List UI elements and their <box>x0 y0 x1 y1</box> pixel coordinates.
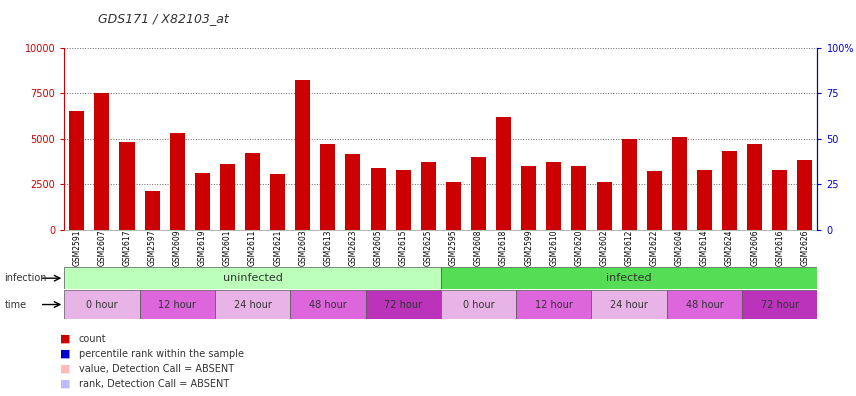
Bar <box>120 142 134 230</box>
Bar <box>496 117 511 230</box>
Bar <box>346 154 360 230</box>
Text: time: time <box>4 299 27 310</box>
Bar <box>572 166 586 230</box>
Bar <box>441 290 516 319</box>
Bar <box>591 290 667 319</box>
Bar <box>366 290 441 319</box>
Bar <box>672 137 687 230</box>
Text: 12 hour: 12 hour <box>535 299 573 310</box>
Bar <box>290 290 366 319</box>
Bar <box>140 290 215 319</box>
Bar <box>722 151 737 230</box>
Text: 0 hour: 0 hour <box>463 299 494 310</box>
Text: percentile rank within the sample: percentile rank within the sample <box>79 348 244 359</box>
Text: count: count <box>79 333 106 344</box>
Bar <box>69 111 84 230</box>
Bar <box>371 168 385 230</box>
Text: ■: ■ <box>60 379 70 389</box>
Bar <box>621 139 637 230</box>
Bar <box>747 144 762 230</box>
Bar <box>169 133 185 230</box>
Text: 0 hour: 0 hour <box>86 299 117 310</box>
Text: infection: infection <box>4 273 47 283</box>
Text: ■: ■ <box>60 364 70 374</box>
Bar <box>94 93 110 230</box>
Text: 72 hour: 72 hour <box>384 299 422 310</box>
Bar <box>270 174 285 230</box>
Bar <box>421 162 436 230</box>
Bar <box>441 267 817 289</box>
Bar <box>295 80 310 230</box>
Bar <box>647 171 662 230</box>
Text: infected: infected <box>606 273 652 283</box>
Text: value, Detection Call = ABSENT: value, Detection Call = ABSENT <box>79 364 234 374</box>
Text: GDS171 / X82103_at: GDS171 / X82103_at <box>98 12 229 25</box>
Text: ■: ■ <box>60 348 70 359</box>
Bar <box>742 290 817 319</box>
Text: 48 hour: 48 hour <box>309 299 347 310</box>
Text: 24 hour: 24 hour <box>234 299 271 310</box>
Bar <box>245 153 260 230</box>
Bar <box>64 267 441 289</box>
Bar <box>471 157 486 230</box>
Bar <box>516 290 591 319</box>
Bar <box>772 170 788 230</box>
Bar <box>697 169 712 230</box>
Text: 12 hour: 12 hour <box>158 299 196 310</box>
Bar <box>320 144 336 230</box>
Text: 48 hour: 48 hour <box>686 299 723 310</box>
Text: uninfected: uninfected <box>223 273 282 283</box>
Bar <box>215 290 290 319</box>
Bar <box>521 166 536 230</box>
Bar <box>195 173 210 230</box>
Text: rank, Detection Call = ABSENT: rank, Detection Call = ABSENT <box>79 379 229 389</box>
Bar <box>667 290 742 319</box>
Text: ■: ■ <box>60 333 70 344</box>
Bar <box>145 191 159 230</box>
Bar <box>64 290 140 319</box>
Bar <box>395 170 411 230</box>
Bar <box>546 162 562 230</box>
Bar <box>798 160 812 230</box>
Bar <box>220 164 235 230</box>
Bar <box>446 182 461 230</box>
Text: 24 hour: 24 hour <box>610 299 648 310</box>
Bar <box>597 182 611 230</box>
Text: 72 hour: 72 hour <box>761 299 799 310</box>
